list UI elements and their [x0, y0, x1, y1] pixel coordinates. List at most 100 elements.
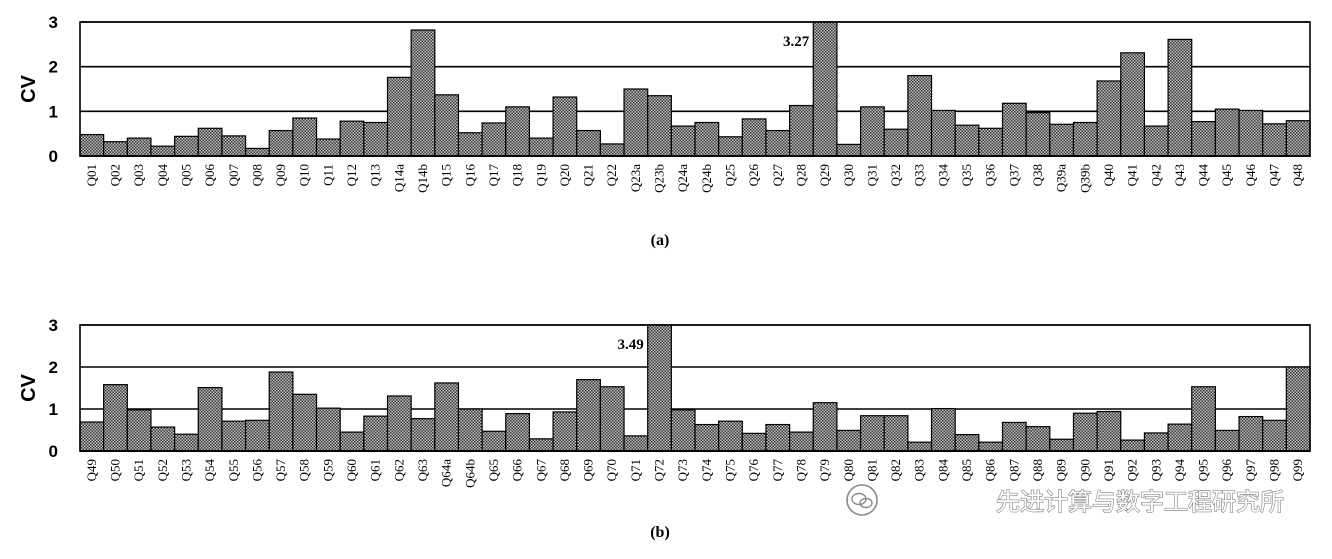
bar-q64a [434, 382, 460, 452]
x-tick-label-q35: Q35 [959, 164, 974, 186]
x-tick-label-q56: Q56 [249, 459, 264, 482]
bar-q46 [1238, 109, 1264, 157]
x-tick-label-q45: Q45 [1219, 164, 1234, 186]
x-tick-label-q62: Q62 [391, 459, 406, 481]
x-tick-label-q34: Q34 [935, 164, 950, 187]
x-tick-label-q13: Q13 [368, 164, 383, 186]
x-tick-label-q70: Q70 [604, 459, 619, 481]
wechat-icon [846, 484, 878, 516]
x-tick-label-q12: Q12 [344, 164, 359, 186]
bar-q94 [1167, 423, 1193, 452]
x-tick-label-q95: Q95 [1196, 459, 1211, 481]
x-tick-label-q30: Q30 [841, 164, 856, 186]
x-tick-label-q52: Q52 [155, 459, 170, 481]
x-tick-label-q96: Q96 [1219, 459, 1234, 482]
bar-q55 [221, 420, 247, 452]
bar-q01 [79, 133, 105, 157]
bar-q36 [978, 127, 1004, 157]
bar-q16 [457, 132, 483, 157]
bar-q02 [103, 141, 128, 157]
bar-q19 [528, 137, 554, 157]
bar-q41 [1120, 52, 1146, 157]
bar-q53 [174, 433, 199, 452]
bar-q25 [718, 136, 743, 157]
bar-q57 [268, 371, 294, 452]
bar-q39b [1072, 121, 1098, 157]
x-tick-label-q24b: Q24b [699, 164, 714, 193]
x-tick-label-q79: Q79 [817, 459, 832, 481]
bar-q09 [268, 129, 294, 157]
x-tick-label-q73: Q73 [675, 459, 690, 481]
x-tick-label-q60: Q60 [344, 459, 359, 481]
x-tick-label-q16: Q16 [462, 164, 477, 187]
bar-q10 [292, 117, 318, 157]
x-tick-label-q04: Q04 [155, 164, 170, 187]
bar-q76 [741, 432, 767, 452]
bar-q54 [197, 386, 223, 452]
bar-value-annotation: 3.49 [617, 337, 643, 353]
x-tick-label-q84: Q84 [935, 459, 950, 482]
x-tick-label-q51: Q51 [131, 459, 146, 481]
x-tick-label-q55: Q55 [226, 459, 241, 481]
bar-q12 [339, 120, 365, 157]
chart-caption: (a) [651, 232, 670, 249]
chart-panel-b: 0 1 2 3 CV Q49 Q50 Q51 Q52 Q53 Q54 Q55 Q56 Q57 Q58 Q59 Q… [18, 316, 1311, 541]
y-tick-label-0: 0 [49, 147, 58, 166]
bar-q07 [221, 135, 247, 157]
bar-q28 [789, 104, 814, 157]
x-tick-label-q28: Q28 [793, 164, 808, 186]
x-tick-label-q64a: Q64a [439, 459, 454, 487]
bar-q70 [599, 386, 625, 452]
x-tick-label-q69: Q69 [581, 459, 596, 481]
x-tick-label-q43: Q43 [1172, 164, 1187, 186]
x-tick-label-q59: Q59 [320, 459, 335, 481]
x-tick-label-q76: Q76 [746, 459, 761, 482]
bar-q89 [1049, 438, 1075, 452]
x-tick-label-q44: Q44 [1196, 164, 1211, 187]
bar-q47 [1262, 123, 1287, 157]
bar-q97 [1238, 415, 1264, 452]
bar-q23a [623, 88, 649, 157]
bar-q40 [1096, 80, 1122, 157]
bar-q49 [79, 421, 105, 452]
x-tick-label-q05: Q05 [178, 164, 193, 186]
bar-q32 [883, 128, 909, 157]
bar-q58 [292, 393, 318, 452]
bar-q43 [1167, 38, 1193, 157]
x-tick-label-q17: Q17 [486, 164, 501, 187]
x-tick-label-q49: Q49 [84, 459, 99, 481]
x-tick-label-q36: Q36 [983, 164, 998, 187]
bar-q03 [126, 137, 152, 157]
x-tick-label-q29: Q29 [817, 164, 832, 186]
bar-q85 [954, 434, 980, 452]
y-axis-label: CV [18, 74, 40, 102]
y-tick-label-3: 3 [49, 316, 58, 335]
x-tick-label-q42: Q42 [1148, 164, 1163, 186]
x-tick-label-q06: Q06 [202, 164, 217, 187]
bar-q11 [315, 138, 341, 157]
chart-caption: (b) [650, 524, 670, 541]
bar-q13 [363, 121, 389, 157]
x-tick-label-q90: Q90 [1077, 459, 1092, 481]
bar-q84 [930, 407, 956, 452]
y-tick-label-3: 3 [49, 13, 58, 32]
bar-q78 [789, 431, 814, 452]
y-tick-label-1: 1 [49, 400, 58, 419]
x-tick-label-q94: Q94 [1172, 459, 1187, 482]
bar-q74 [694, 423, 720, 452]
x-tick-label-q77: Q77 [770, 459, 785, 482]
bar-q29 [812, 21, 838, 157]
bar-q18 [505, 106, 531, 157]
x-tick-label-q65: Q65 [486, 459, 501, 481]
x-tick-label-q83: Q83 [912, 459, 927, 481]
bar-q27 [765, 129, 791, 157]
bar-q51 [126, 409, 152, 452]
x-tick-label-q23a: Q23a [628, 164, 643, 192]
x-tick-label-q27: Q27 [770, 164, 785, 187]
bar-q98 [1262, 419, 1287, 452]
x-tick-label-q93: Q93 [1148, 459, 1163, 481]
bar-q06 [197, 127, 223, 157]
x-tick-label-q75: Q75 [722, 459, 737, 481]
bar-q14a [386, 76, 412, 157]
bar-q64b [457, 408, 483, 452]
